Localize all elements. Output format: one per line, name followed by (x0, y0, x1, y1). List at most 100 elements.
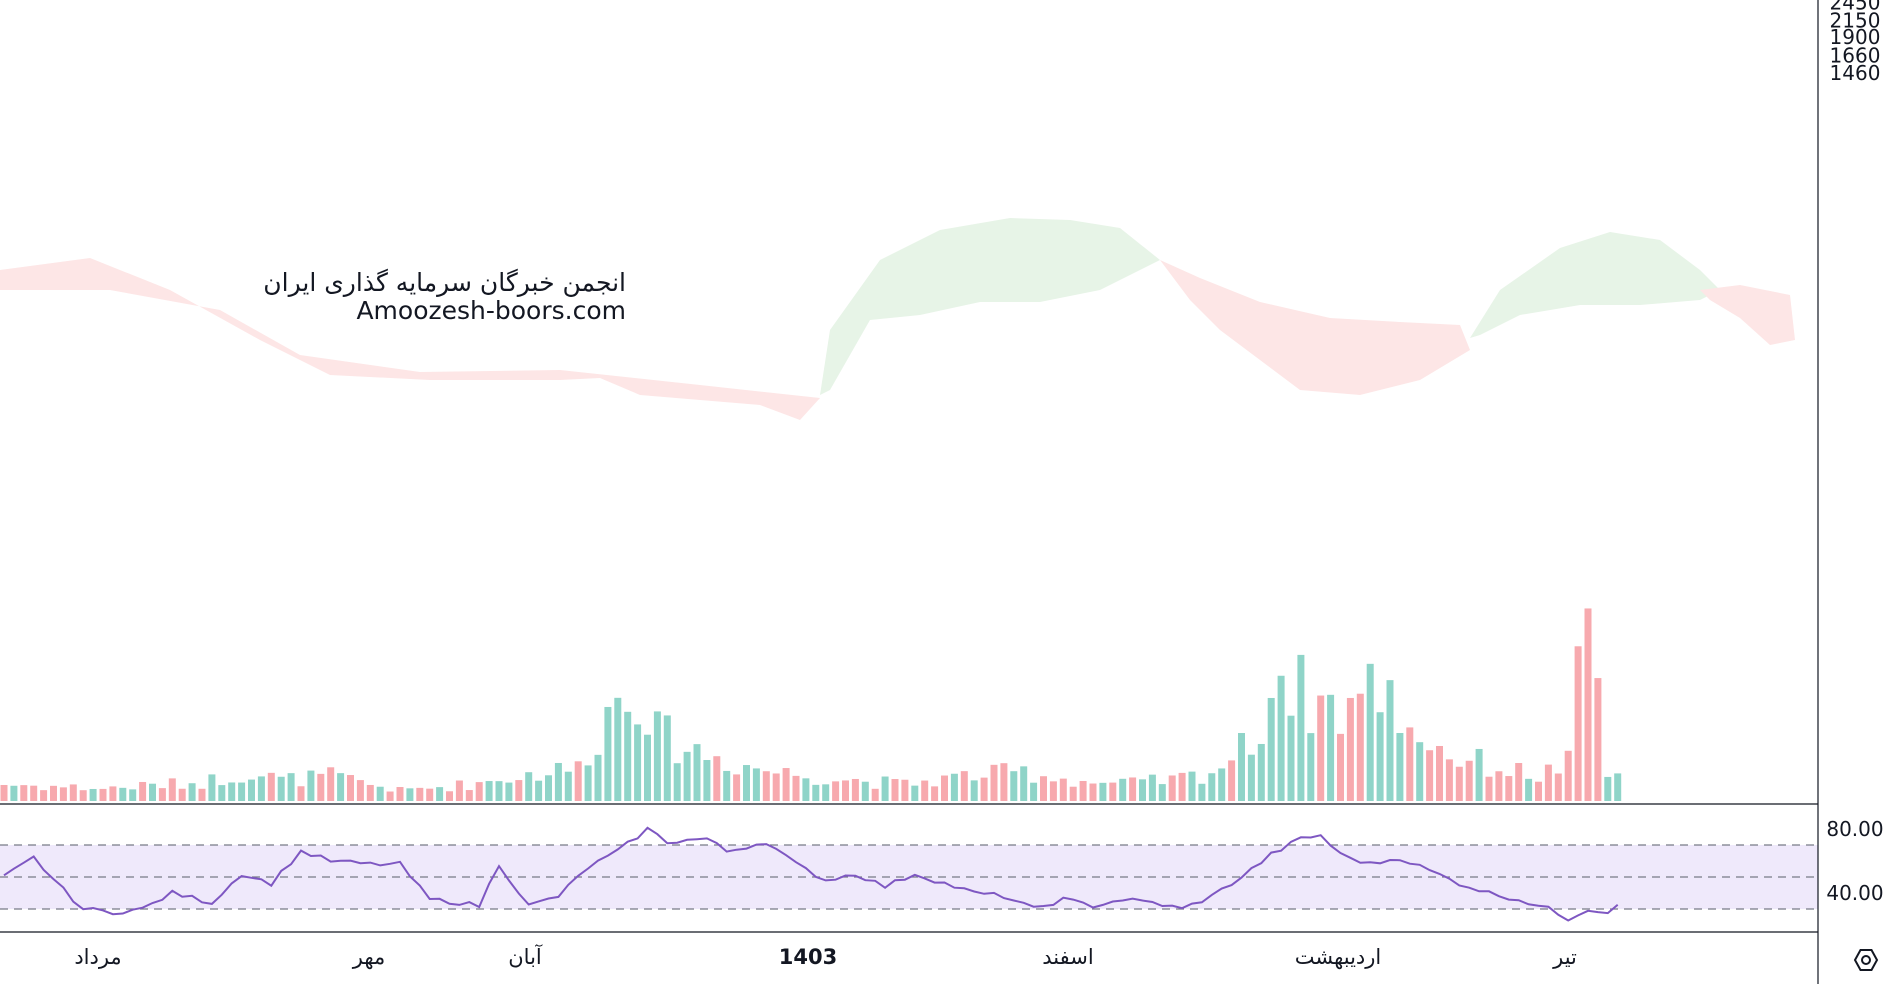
price-tick: 2150 (1830, 8, 1881, 32)
volume-bar (129, 789, 137, 801)
volume-bar (396, 787, 404, 801)
time-label: اسفند (1042, 945, 1093, 969)
volume-bar (337, 773, 345, 801)
volume-bar (1337, 733, 1344, 801)
volume-bar (1346, 697, 1354, 801)
volume-bar (624, 711, 632, 801)
volume-bar (1168, 775, 1176, 801)
volume-bar (1257, 743, 1265, 801)
chart-settings-icon[interactable] (1853, 949, 1879, 971)
volume-bar (228, 782, 236, 801)
volume-bar (812, 784, 820, 801)
volume-bar (386, 791, 394, 801)
volume-bar (851, 778, 859, 801)
watermark-url: Amoozesh-boors.com (356, 296, 626, 325)
volume-bar (545, 775, 552, 801)
volume-bar (703, 760, 711, 801)
volume-bar (1297, 654, 1305, 801)
volume-bar (881, 776, 889, 801)
volume-bar (1287, 715, 1295, 801)
volume-bar (584, 765, 592, 801)
volume-bar (505, 782, 513, 801)
volume-bar (238, 782, 246, 801)
volume-bar (149, 783, 156, 801)
volume-bar (257, 776, 265, 801)
volume-bar (1554, 773, 1562, 801)
volume-bar (842, 780, 849, 801)
watermark: انجمن خبرگان سرمایه گذاری ایران Amoozesh… (263, 268, 626, 325)
volume-bar (59, 787, 67, 801)
volume-bar (40, 790, 48, 801)
volume-bar (1525, 778, 1533, 801)
volume-bar (1366, 663, 1374, 801)
volume-bar (1238, 733, 1245, 801)
time-label: مهر (352, 945, 386, 969)
volume-bar (248, 779, 255, 801)
volume-bar (525, 772, 533, 801)
volume-bar (921, 780, 929, 801)
volume-bar (1535, 781, 1542, 801)
volume-bar (1247, 754, 1255, 801)
volume-bar (218, 785, 226, 801)
volume-bar (1564, 750, 1572, 801)
volume-bar (1148, 774, 1156, 801)
cloud-segment (0, 258, 820, 420)
volume-bar (1178, 772, 1186, 801)
rsi-tick: 40.00 (1826, 881, 1883, 905)
volume-bar (347, 775, 354, 801)
volume-bar (574, 761, 582, 801)
volume-bar (1069, 786, 1077, 801)
volume-bar (1307, 733, 1315, 801)
time-label: تیر (1552, 945, 1577, 969)
volume-bar (267, 772, 275, 801)
time-label: 1403 (779, 945, 837, 969)
volume-bar (1089, 783, 1097, 801)
volume-bar (277, 776, 285, 801)
volume-bar (980, 777, 988, 801)
volume-bar (871, 788, 879, 801)
volume-bar (683, 751, 691, 801)
rsi-indicator (0, 826, 1818, 922)
volume-bar (1495, 771, 1503, 801)
volume-bar (1020, 766, 1028, 801)
volume-bar (1614, 773, 1622, 801)
volume-bar (1218, 768, 1226, 801)
volume-bar (1208, 773, 1216, 801)
volume-bar (89, 788, 97, 801)
price-axis[interactable]: 6800600052003850325024502150190016601460 (1830, 0, 1881, 85)
volume-bar (327, 767, 335, 801)
volume-bar (1040, 776, 1047, 801)
volume-bar (356, 780, 364, 801)
volume-bar (1416, 742, 1424, 801)
volume-bar (1109, 782, 1117, 801)
volume-bar (554, 762, 562, 801)
volume-bar (604, 706, 612, 801)
volume-bar (901, 779, 909, 801)
volume-bar (426, 788, 434, 801)
volume-bar (1455, 766, 1463, 801)
volume-bar (485, 781, 493, 801)
time-axis[interactable]: مرداد مهر آبان 1403 اسفند اردیبهشت تیر (74, 944, 1577, 969)
volume-bar (941, 775, 948, 801)
volume-bar (1396, 733, 1404, 801)
volume-bar (970, 780, 978, 801)
volume-bars (0, 608, 1622, 801)
volume-bar (1099, 782, 1107, 801)
volume-bar (139, 781, 147, 801)
volume-bar (1445, 759, 1453, 801)
volume-bar (10, 785, 18, 801)
volume-bar (416, 787, 424, 801)
cloud-segment (1470, 232, 1720, 338)
rsi-line (3, 826, 1619, 922)
cloud-segment (820, 218, 1160, 395)
volume-bar (1515, 763, 1523, 801)
volume-bar (1198, 783, 1206, 801)
volume-bar (366, 784, 374, 801)
volume-bar (1079, 780, 1087, 801)
volume-bar (1059, 778, 1067, 801)
volume-bar (931, 786, 939, 801)
volume-bar (99, 788, 107, 801)
volume-bar (634, 724, 642, 801)
volume-bar (743, 765, 750, 801)
